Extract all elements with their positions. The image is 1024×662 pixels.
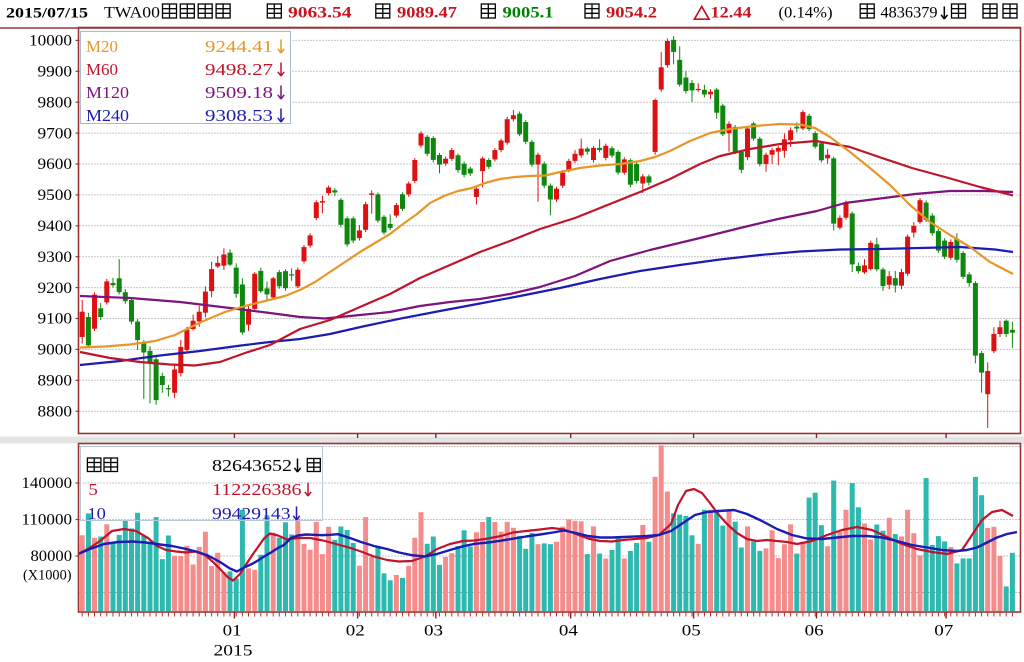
svg-text:9300: 9300 xyxy=(38,249,73,266)
svg-text:M240: M240 xyxy=(86,106,129,125)
svg-text:10: 10 xyxy=(87,504,106,523)
svg-text:80000: 80000 xyxy=(31,548,73,565)
svg-text:9005.1: 9005.1 xyxy=(503,5,554,22)
svg-text:9800: 9800 xyxy=(38,94,73,111)
svg-text:05: 05 xyxy=(682,623,701,640)
svg-text:12.44: 12.44 xyxy=(711,5,752,22)
svg-text:9200: 9200 xyxy=(38,280,73,297)
svg-text:9308.53: 9308.53 xyxy=(205,106,273,125)
svg-text:9063.54: 9063.54 xyxy=(288,5,352,22)
svg-text:9498.27: 9498.27 xyxy=(205,60,274,79)
svg-text:01: 01 xyxy=(223,623,242,640)
svg-text:99429143: 99429143 xyxy=(212,504,291,523)
svg-text:2015/07/15: 2015/07/15 xyxy=(6,6,88,22)
svg-text:10000: 10000 xyxy=(29,33,72,50)
svg-text:02: 02 xyxy=(346,623,365,640)
svg-text:9100: 9100 xyxy=(38,311,73,328)
svg-text:110000: 110000 xyxy=(22,512,73,529)
svg-text:140000: 140000 xyxy=(22,475,73,492)
svg-text:9700: 9700 xyxy=(38,125,73,142)
svg-text:(0.14%): (0.14%) xyxy=(779,5,833,22)
svg-text:M120: M120 xyxy=(86,83,129,102)
svg-text:112226386: 112226386 xyxy=(212,480,302,499)
svg-text:04: 04 xyxy=(559,623,578,640)
svg-text:(X1000): (X1000) xyxy=(23,568,72,584)
svg-text:9244.41: 9244.41 xyxy=(205,37,273,56)
svg-text:4836379: 4836379 xyxy=(881,5,938,22)
svg-text:8900: 8900 xyxy=(38,373,73,390)
svg-text:M20: M20 xyxy=(86,37,118,56)
svg-text:2015: 2015 xyxy=(214,643,253,660)
svg-text:9509.18: 9509.18 xyxy=(205,83,273,102)
svg-text:8800: 8800 xyxy=(38,403,73,420)
svg-text:5: 5 xyxy=(88,480,98,499)
svg-text:9900: 9900 xyxy=(38,64,73,81)
svg-text:9600: 9600 xyxy=(38,156,73,173)
svg-text:9400: 9400 xyxy=(38,218,73,235)
svg-text:M60: M60 xyxy=(86,60,118,79)
svg-text:03: 03 xyxy=(424,623,443,640)
svg-text:07: 07 xyxy=(934,623,953,640)
svg-text:06: 06 xyxy=(805,623,824,640)
svg-text:9500: 9500 xyxy=(38,187,73,204)
svg-text:9000: 9000 xyxy=(38,342,73,359)
svg-text:9054.2: 9054.2 xyxy=(606,5,657,22)
svg-text:82643652: 82643652 xyxy=(212,456,292,475)
svg-text:TWA00: TWA00 xyxy=(104,5,160,22)
svg-text:9089.47: 9089.47 xyxy=(397,5,457,22)
